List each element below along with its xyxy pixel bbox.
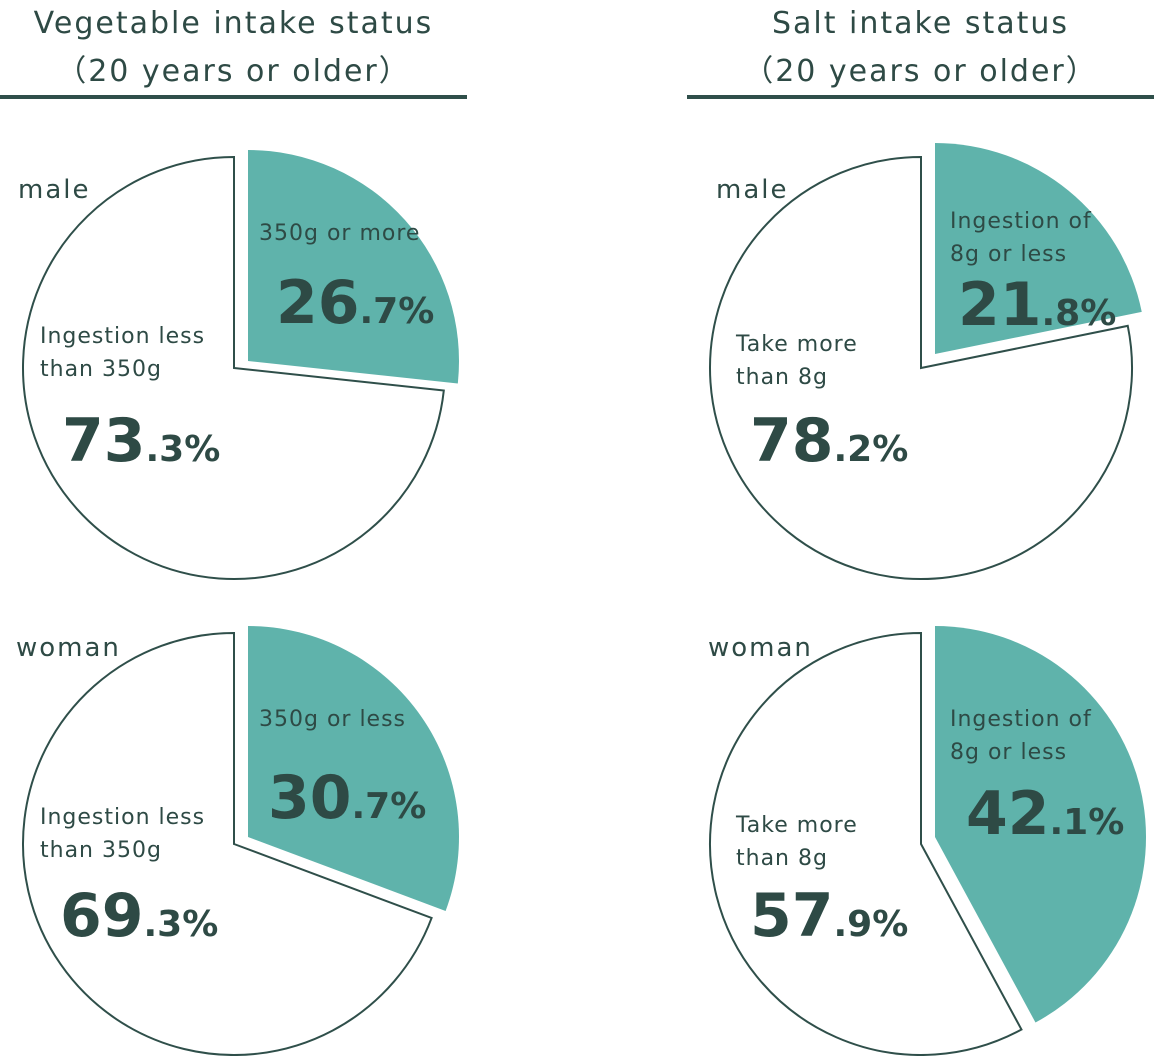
- pie-slice-woman-rest: [709, 631, 1023, 1056]
- group-label-woman: woman: [16, 633, 121, 663]
- salt-panel-title: Salt intake status （20 years or older）: [687, 0, 1154, 96]
- pie-slice-male-highlight: [935, 143, 1142, 354]
- data-label-int: 57: [750, 881, 834, 951]
- data-label-int: 78: [750, 406, 834, 476]
- data-label-int: 69: [60, 881, 144, 951]
- slice-label-line: Ingestion less: [40, 805, 205, 830]
- data-label-dec: .9%: [834, 904, 909, 945]
- vegetable-title-line2: （20 years or older）: [56, 54, 411, 89]
- slice-label-line: Ingestion less: [40, 324, 205, 349]
- data-label-int: 21: [958, 270, 1042, 340]
- data-label-dec: .2%: [834, 429, 909, 470]
- slice-label-line: Take more: [735, 332, 858, 357]
- data-label-value: 30.7%: [268, 763, 426, 833]
- data-label-value: 78.2%: [750, 406, 908, 476]
- vegetable-title-rule: [0, 95, 467, 99]
- data-label-value: 42.1%: [966, 779, 1124, 849]
- vegetable-panel: Vegetable intake status （20 years or old…: [0, 0, 467, 1056]
- pie-slice-woman-highlight: [935, 626, 1147, 1023]
- slice-label-line: than 8g: [736, 846, 828, 871]
- salt-title-line2: （20 years or older）: [743, 54, 1098, 89]
- pie-slice-woman-rest: [22, 631, 433, 1056]
- data-label-value: 26.7%: [276, 268, 434, 338]
- slice-label-line: than 8g: [736, 365, 828, 390]
- slice-label-line: Ingestion of: [950, 209, 1092, 234]
- data-label-int: 26: [276, 268, 360, 338]
- slice-label-line: 8g or less: [950, 242, 1067, 267]
- data-label-int: 73: [62, 406, 146, 476]
- pie-slice-male-rest: [709, 155, 1133, 580]
- pie-slice-woman-highlight: [248, 626, 459, 911]
- pie-slice-male-highlight: [248, 150, 460, 384]
- slice-label-line: 8g or less: [950, 740, 1067, 765]
- pie-slice-male-rest: [22, 155, 445, 580]
- data-label-int: 42: [966, 779, 1050, 849]
- slice-label-line: 350g or less: [259, 707, 406, 732]
- data-label-dec: .7%: [352, 786, 427, 827]
- data-label-dec: .3%: [146, 429, 221, 470]
- salt-title-rule: [687, 95, 1154, 99]
- data-label-value: 21.8%: [958, 270, 1116, 340]
- group-label-male: male: [18, 175, 90, 205]
- slice-label-line: than 350g: [40, 838, 162, 863]
- vegetable-panel-title: Vegetable intake status （20 years or old…: [0, 0, 467, 96]
- data-label-int: 30: [268, 763, 352, 833]
- group-label-woman: woman: [708, 633, 813, 663]
- data-label-value: 69.3%: [60, 881, 218, 951]
- salt-panel: Salt intake status （20 years or older）: [687, 0, 1154, 1056]
- data-label-value: 57.9%: [750, 881, 908, 951]
- group-label-male: male: [716, 175, 788, 205]
- salt-title-line1: Salt intake status: [771, 6, 1070, 41]
- data-label-dec: .1%: [1050, 802, 1125, 843]
- slice-label-line: Ingestion of: [950, 707, 1092, 732]
- data-label-value: 73.3%: [62, 406, 220, 476]
- data-label-dec: .7%: [360, 291, 435, 332]
- slice-label-line: 350g or more: [259, 221, 420, 246]
- vegetable-title-line1: Vegetable intake status: [33, 6, 434, 41]
- slice-label-line: Take more: [735, 813, 858, 838]
- data-label-dec: .8%: [1042, 293, 1117, 334]
- slice-label-line: than 350g: [40, 357, 162, 382]
- data-label-dec: .3%: [144, 904, 219, 945]
